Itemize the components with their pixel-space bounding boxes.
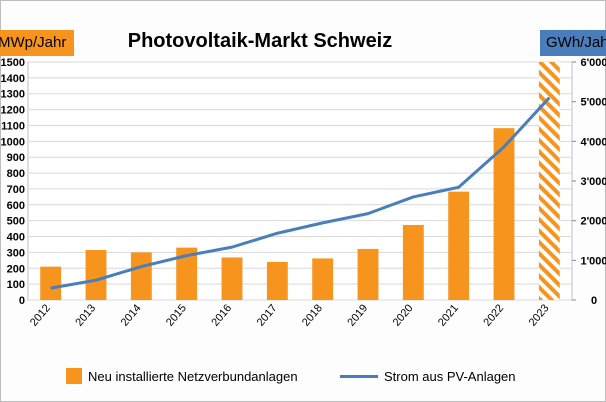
x-tick-label: 2021 xyxy=(436,302,461,328)
legend-bar-swatch xyxy=(66,368,82,384)
bar xyxy=(266,261,288,300)
x-tick-label: 2022 xyxy=(481,302,506,328)
legend-bar-label: Neu installierte Netzverbundanlagen xyxy=(88,368,298,384)
y-right-tick-label: 2'000 xyxy=(580,216,606,228)
y-left-tick-label: 800 xyxy=(7,168,25,180)
bar xyxy=(493,128,515,300)
bar-hatched-estimate xyxy=(538,62,560,300)
bar xyxy=(312,258,334,300)
bar xyxy=(448,191,470,300)
left-axis-unit-label: MWp/Jahr xyxy=(0,30,74,56)
y-right-tick-label: 4'000 xyxy=(580,136,606,148)
y-left-tick-label: 1100 xyxy=(1,120,25,132)
bar xyxy=(221,257,243,300)
y-left-tick-label: 1400 xyxy=(1,73,25,85)
bar xyxy=(40,266,62,300)
y-left-tick-label: 900 xyxy=(7,152,25,164)
bar xyxy=(85,250,107,300)
y-right-tick-label: 3'000 xyxy=(580,176,606,188)
x-tick-label: 2012 xyxy=(28,302,53,328)
x-tick-label: 2018 xyxy=(300,302,325,328)
x-tick-label: 2014 xyxy=(119,302,144,328)
x-tick-label: 2023 xyxy=(527,302,552,328)
legend-line-swatch xyxy=(340,374,378,378)
y-left-tick-label: 400 xyxy=(7,232,25,244)
y-left-tick-label: 1200 xyxy=(1,105,25,117)
y-left-tick-label: 300 xyxy=(7,247,25,259)
chart-title: Photovoltaik-Markt Schweiz xyxy=(127,30,393,52)
bar xyxy=(176,247,198,300)
y-right-tick-label: 6'000 xyxy=(580,57,606,69)
x-tick-label: 2019 xyxy=(345,302,370,328)
y-left-tick-label: 200 xyxy=(7,263,25,275)
x-tick-label: 2013 xyxy=(73,302,98,328)
legend-bar-entry: Neu installierte Netzverbundanlagen xyxy=(66,366,298,386)
x-tick-label: 2016 xyxy=(209,302,234,328)
legend-line-entry: Strom aus PV-Anlagen xyxy=(340,366,516,386)
y-left-tick-label: 1000 xyxy=(1,136,25,148)
plot-area xyxy=(27,61,573,301)
y-left-tick-label: 100 xyxy=(7,279,25,291)
y-left-tick-label: 600 xyxy=(7,200,25,212)
legend-line-label: Strom aus PV-Anlagen xyxy=(384,368,516,384)
y-left-tick-label: 1300 xyxy=(1,89,25,101)
y-left-tick-label: 500 xyxy=(7,216,25,228)
line-series xyxy=(50,96,551,290)
x-tick-label: 2015 xyxy=(164,302,189,328)
y-right-tick-label: 1'000 xyxy=(580,255,606,267)
y-left-tick-label: 0 xyxy=(19,295,25,307)
bar xyxy=(402,224,424,300)
bar xyxy=(357,248,379,300)
x-tick-label: 2020 xyxy=(391,302,416,328)
y-right-tick-label: 0 xyxy=(591,295,597,307)
y-right-tick-label: 5'000 xyxy=(580,97,606,109)
right-axis-unit-label: GWh/Jahr xyxy=(540,30,606,56)
x-tick-label: 2017 xyxy=(255,302,280,328)
bar xyxy=(130,252,152,300)
y-left-tick-label: 700 xyxy=(7,184,25,196)
y-left-tick-label: 1500 xyxy=(1,57,25,69)
